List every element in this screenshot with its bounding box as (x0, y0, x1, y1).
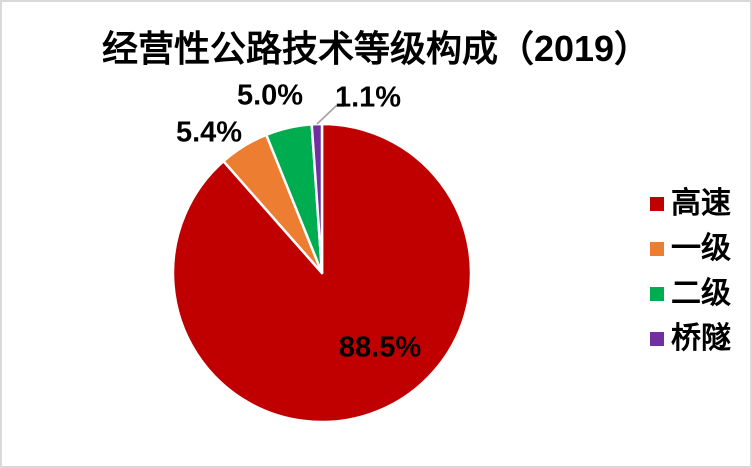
legend-label-first-class: 一级 (671, 232, 731, 265)
chart-title: 经营性公路技术等级构成（2019） (101, 28, 651, 69)
legend-label-expressway: 高速 (671, 187, 731, 220)
leader-line-bridge-tunnel (316, 105, 344, 125)
pie-label-expressway: 88.5% (338, 331, 422, 364)
legend-item-expressway: 高速 (650, 189, 731, 219)
pie-slice-3 (310, 122, 324, 275)
legend-swatch-bridge-tunnel (650, 332, 664, 346)
legend-item-bridge-tunnel: 桥隧 (650, 324, 731, 354)
legend-label-bridge-tunnel: 桥隧 (671, 322, 731, 355)
legend-item-second-class: 二级 (650, 279, 731, 309)
pie-label-first-class: 5.4% (175, 116, 243, 149)
legend-item-first-class: 一级 (650, 234, 731, 264)
legend-swatch-expressway (650, 197, 664, 211)
pie-label-second-class: 5.0% (236, 79, 304, 112)
legend-swatch-first-class (650, 242, 664, 256)
pie-label-bridge-tunnel: 1.1% (334, 81, 402, 114)
legend-swatch-second-class (650, 287, 664, 301)
legend-label-second-class: 二级 (671, 277, 731, 310)
